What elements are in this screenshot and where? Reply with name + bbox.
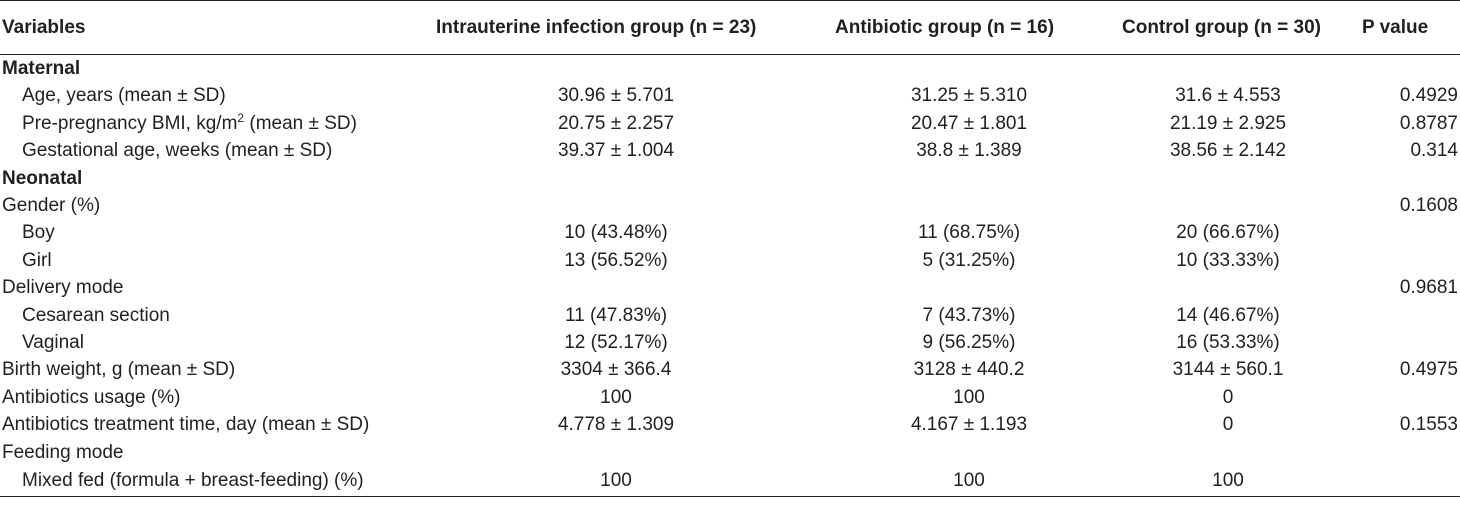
cell-control: 20 (66.67%) [1176, 222, 1280, 244]
table-row-feeding-mode: Feeding mode [0, 439, 1460, 466]
cell-control: 0 [1222, 414, 1234, 436]
cell-antibiotic: 100 [820, 466, 1098, 498]
cell-antibiotic: 3128 ± 440.2 [913, 359, 1025, 381]
section-row-neonatal: Neonatal [0, 165, 1460, 192]
table-row-boy: Boy 10 (43.48%) 11 (68.75%) 20 (66.67%) [0, 219, 1460, 246]
cell-intrauterine: 20.75 ± 2.257 [557, 112, 675, 134]
cell-antibiotic: 4.167 ± 1.193 [910, 414, 1028, 436]
cell-antibiotic: 9 (56.25%) [922, 332, 1016, 354]
cell-p-value: 0.1553 [1399, 414, 1458, 436]
cell-intrauterine: 12 (52.17%) [564, 332, 668, 354]
cell-p-value: 0.4929 [1399, 85, 1458, 107]
cell-intrauterine: 30.96 ± 5.701 [557, 85, 675, 107]
row-label: Antibiotics treatment time, day (mean ± … [2, 414, 370, 436]
cell-antibiotic: 31.25 ± 5.310 [910, 85, 1028, 107]
cell-intrauterine: 10 (43.48%) [564, 222, 668, 244]
cell-antibiotic: 100 [953, 386, 985, 408]
table-row-bmi: Pre-pregnancy BMI, kg/m2 (mean ± SD) 20.… [0, 110, 1460, 137]
cell-control: 16 (53.33%) [1176, 332, 1280, 354]
cell-control: 3144 ± 560.1 [1172, 359, 1284, 381]
row-label-suffix: (mean ± SD) [244, 112, 357, 134]
cell-p-value: 0.9681 [1399, 277, 1458, 299]
row-label: Delivery mode [2, 277, 124, 299]
cell-p-value: 0.4975 [1399, 359, 1458, 381]
cell-intrauterine: 3304 ± 366.4 [560, 359, 672, 381]
cell-p-value: 0.314 [1410, 140, 1458, 162]
table-row-antibiotics-time: Antibiotics treatment time, day (mean ± … [0, 411, 1460, 438]
cell-p-value: 0.8787 [1399, 112, 1458, 134]
section-row-maternal: Maternal [0, 55, 1460, 83]
section-label: Maternal [2, 58, 81, 79]
cell-control: 21.19 ± 2.925 [1169, 112, 1287, 134]
header-p-value: P value [1348, 0, 1460, 55]
table-row-birth-weight: Birth weight, g (mean ± SD) 3304 ± 366.4… [0, 356, 1460, 383]
section-label: Neonatal [2, 167, 83, 189]
row-label: Gestational age, weeks (mean ± SD) [22, 140, 333, 162]
header-intrauterine-group: Intrauterine infection group (n = 23) [400, 0, 820, 55]
row-label: Boy [22, 222, 55, 244]
row-label: Gender (%) [2, 195, 101, 217]
cell-control: 31.6 ± 4.553 [1175, 85, 1281, 107]
table-row-antibiotics-usage: Antibiotics usage (%) 100 100 0 [0, 384, 1460, 411]
cell-p-value: 0.1608 [1399, 195, 1458, 217]
header-row: Variables Intrauterine infection group (… [0, 0, 1460, 55]
cell-antibiotic: 7 (43.73%) [922, 304, 1016, 326]
cell-antibiotic: 5 (31.25%) [922, 249, 1016, 271]
table-row-cesarean: Cesarean section 11 (47.83%) 7 (43.73%) … [0, 302, 1460, 329]
cell-intrauterine: 39.37 ± 1.004 [557, 140, 675, 162]
header-antibiotic-group: Antibiotic group (n = 16) [820, 0, 1098, 55]
row-label: Vaginal [22, 332, 84, 354]
row-label: Girl [22, 249, 52, 271]
table-row-gender: Gender (%) 0.1608 [0, 192, 1460, 219]
table-row-girl: Girl 13 (56.52%) 5 (31.25%) 10 (33.33%) [0, 247, 1460, 274]
table-row-delivery-mode: Delivery mode 0.9681 [0, 274, 1460, 301]
row-label: Cesarean section [22, 304, 170, 326]
row-label: Birth weight, g (mean ± SD) [2, 359, 236, 381]
cell-antibiotic: 38.8 ± 1.389 [916, 140, 1022, 162]
row-label: Pre-pregnancy BMI, kg/m2 (mean ± SD) [0, 110, 400, 137]
cell-antibiotic: 20.47 ± 1.801 [910, 112, 1028, 134]
header-variables: Variables [0, 0, 400, 55]
table-body: Maternal Age, years (mean ± SD) 30.96 ± … [0, 55, 1460, 498]
table-row-vaginal: Vaginal 12 (52.17%) 9 (56.25%) 16 (53.33… [0, 329, 1460, 356]
table-header: Variables Intrauterine infection group (… [0, 0, 1460, 55]
row-label: Antibiotics usage (%) [2, 386, 181, 408]
cell-intrauterine: 100 [400, 466, 820, 498]
cell-intrauterine: 11 (47.83%) [564, 304, 668, 326]
row-label: Feeding mode [2, 441, 124, 463]
header-control-group: Control group (n = 30) [1098, 0, 1348, 55]
cell-control: 0 [1222, 386, 1234, 408]
table-row-gestational-age: Gestational age, weeks (mean ± SD) 39.37… [0, 137, 1460, 164]
cell-control: 14 (46.67%) [1176, 304, 1280, 326]
table-row-mixed-fed: Mixed fed (formula + breast-feeding) (%)… [0, 466, 1460, 498]
row-label: Mixed fed (formula + breast-feeding) (%) [0, 466, 400, 498]
row-label-main: Pre-pregnancy BMI, kg/m [22, 112, 238, 134]
cell-intrauterine: 100 [600, 386, 632, 408]
cell-intrauterine: 4.778 ± 1.309 [557, 414, 675, 436]
row-label: Age, years (mean ± SD) [22, 85, 226, 107]
data-table: Variables Intrauterine infection group (… [0, 0, 1460, 498]
table-row-age: Age, years (mean ± SD) 30.96 ± 5.701 31.… [0, 82, 1460, 109]
cell-control: 10 (33.33%) [1176, 249, 1280, 271]
cell-control: 38.56 ± 2.142 [1169, 140, 1287, 162]
cell-antibiotic: 11 (68.75%) [917, 222, 1021, 244]
cell-intrauterine: 13 (56.52%) [564, 249, 668, 271]
row-label-superscript: 2 [237, 110, 245, 125]
cell-control: 100 [1098, 466, 1348, 498]
